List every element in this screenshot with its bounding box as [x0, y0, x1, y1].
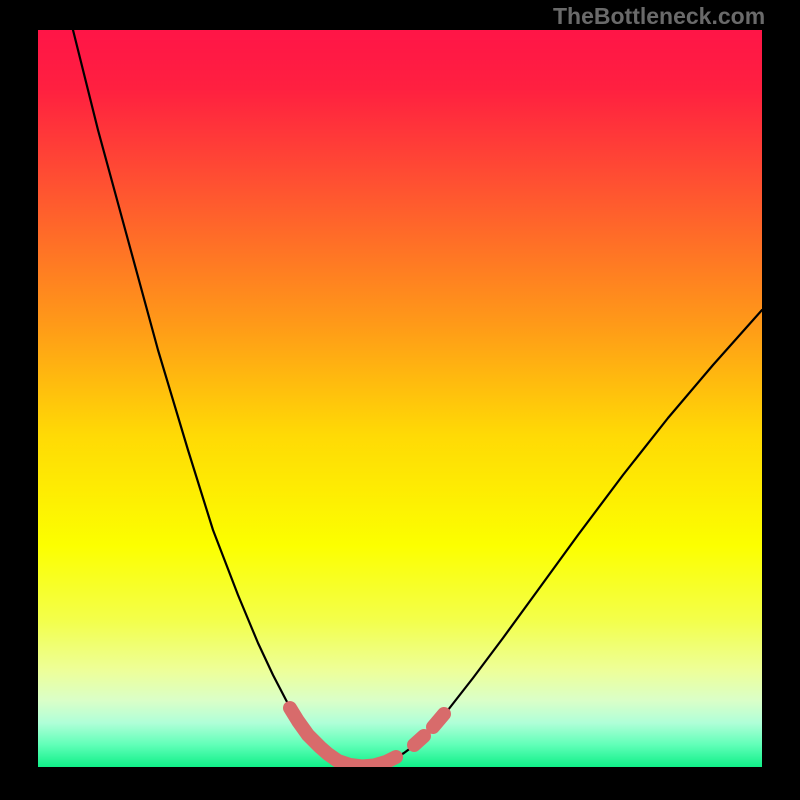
- watermark-text: TheBottleneck.com: [553, 3, 765, 30]
- gradient-background: [38, 30, 762, 767]
- plot-area: [38, 30, 762, 767]
- marker-segment-2: [433, 714, 444, 727]
- marker-segment-1: [414, 736, 424, 745]
- chart-container: TheBottleneck.com: [0, 0, 800, 800]
- plot-svg: [38, 30, 762, 767]
